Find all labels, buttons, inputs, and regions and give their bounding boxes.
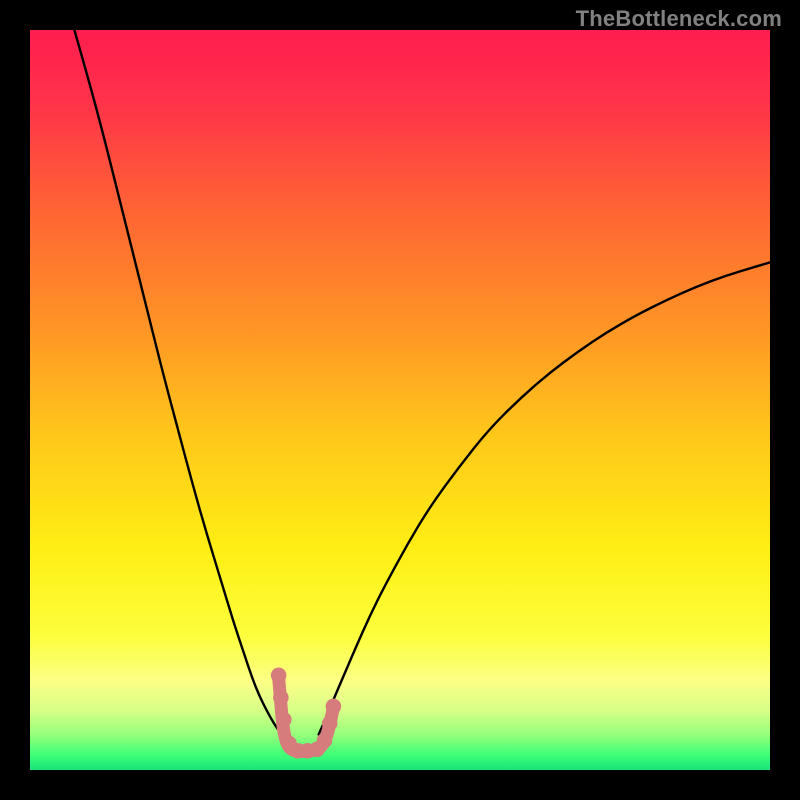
chart-frame: TheBottleneck.com [0, 0, 800, 800]
marker-dot [276, 712, 292, 728]
marker-dot [273, 690, 289, 706]
marker-dot [322, 716, 338, 732]
plot-area [30, 30, 770, 770]
gradient-background [30, 30, 770, 770]
marker-dot [326, 699, 342, 715]
watermark-text: TheBottleneck.com [576, 6, 782, 32]
marker-dot [317, 733, 333, 749]
marker-dot [271, 668, 287, 684]
plot-svg [30, 30, 770, 770]
